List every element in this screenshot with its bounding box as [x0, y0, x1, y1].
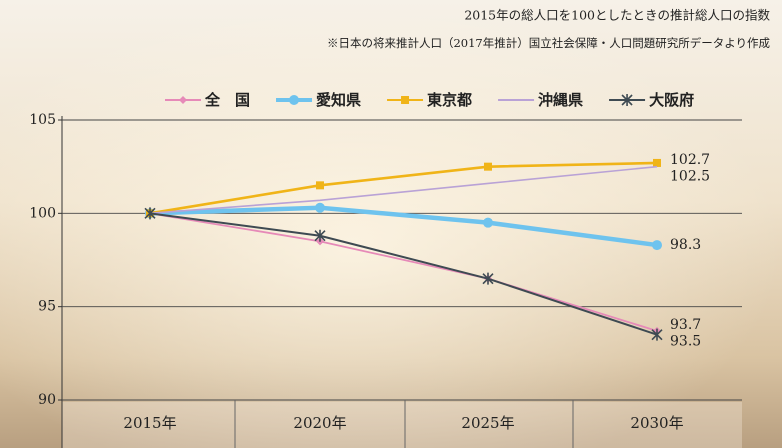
legend-label: 大阪府 — [649, 91, 694, 109]
y-tick-label: 100 — [29, 205, 56, 221]
point — [652, 240, 662, 250]
y-tick-label: 95 — [38, 299, 56, 315]
data-label: 93.7 — [670, 317, 701, 333]
data-label: 102.7 — [670, 152, 710, 168]
chart-title: 2015年の総人口を100としたときの推計総人口の指数 — [464, 8, 770, 23]
y-tick-label: 90 — [38, 392, 56, 408]
data-label: 98.3 — [670, 237, 701, 253]
point — [315, 203, 325, 213]
legend-label: 東京都 — [427, 91, 472, 109]
chart-subtitle: ※日本の将来推計人口（2017年推計）国立社会保障・人口問題研究所データより作成 — [327, 36, 771, 50]
data-label: 102.5 — [670, 169, 710, 185]
point — [484, 163, 492, 171]
x-tick-label: 2030年 — [630, 414, 683, 432]
x-tick-label: 2015年 — [123, 414, 176, 432]
legend-label: 沖縄県 — [538, 91, 583, 109]
point — [289, 95, 299, 105]
x-tick-label: 2020年 — [293, 414, 346, 432]
y-tick-label: 105 — [29, 112, 56, 128]
chart: 2015年の総人口を100としたときの推計総人口の指数 ※日本の将来推計人口（2… — [0, 0, 782, 448]
legend-label: 愛知県 — [316, 91, 361, 109]
point — [653, 159, 661, 167]
point — [401, 96, 409, 104]
background-glow — [0, 0, 782, 448]
x-tick-label: 2025年 — [461, 414, 514, 432]
legend-label: 全 国 — [204, 91, 250, 109]
point — [483, 218, 493, 228]
point — [316, 181, 324, 189]
data-label: 93.5 — [670, 334, 701, 350]
